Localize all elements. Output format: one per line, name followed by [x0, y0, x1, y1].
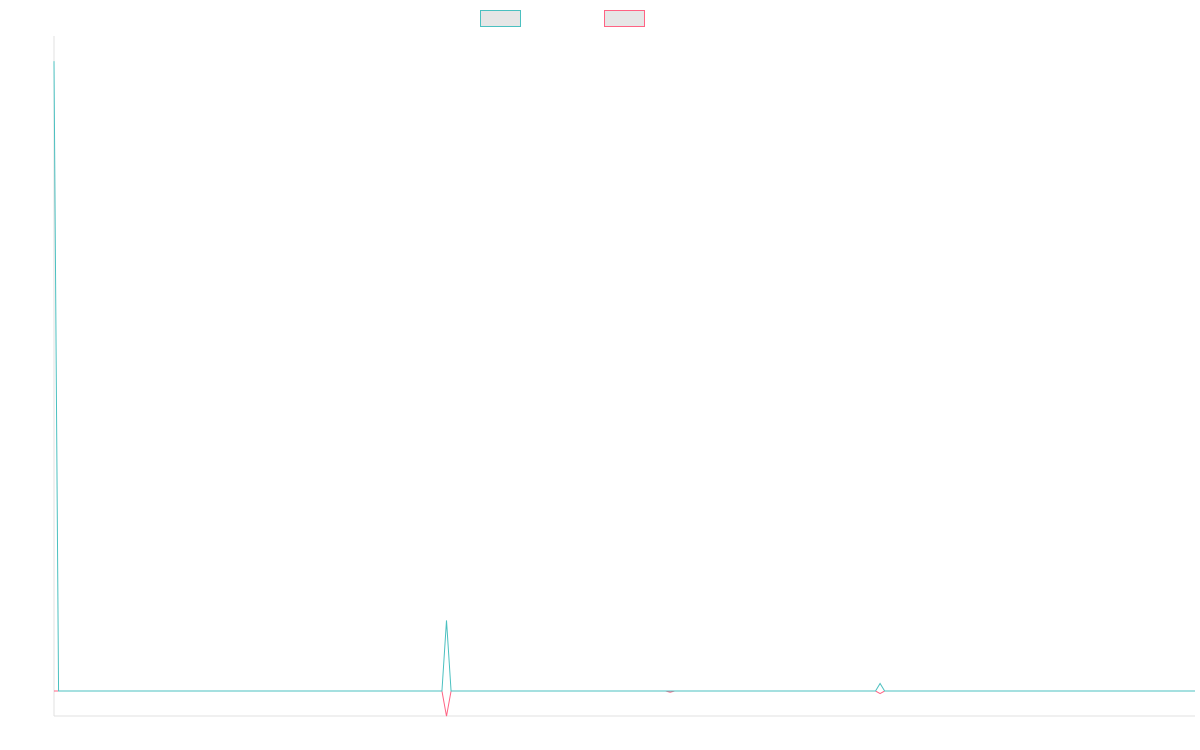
legend-swatch-1[interactable] — [480, 10, 521, 27]
legend[interactable] — [480, 10, 645, 27]
series-group — [53, 61, 1195, 717]
axes — [53, 36, 1195, 717]
series-line-1 — [53, 61, 1195, 692]
legend-item-2[interactable] — [604, 10, 645, 27]
series-line-2 — [54, 690, 1195, 717]
legend-swatch-2[interactable] — [604, 10, 645, 27]
legend-item-1[interactable] — [480, 10, 521, 27]
